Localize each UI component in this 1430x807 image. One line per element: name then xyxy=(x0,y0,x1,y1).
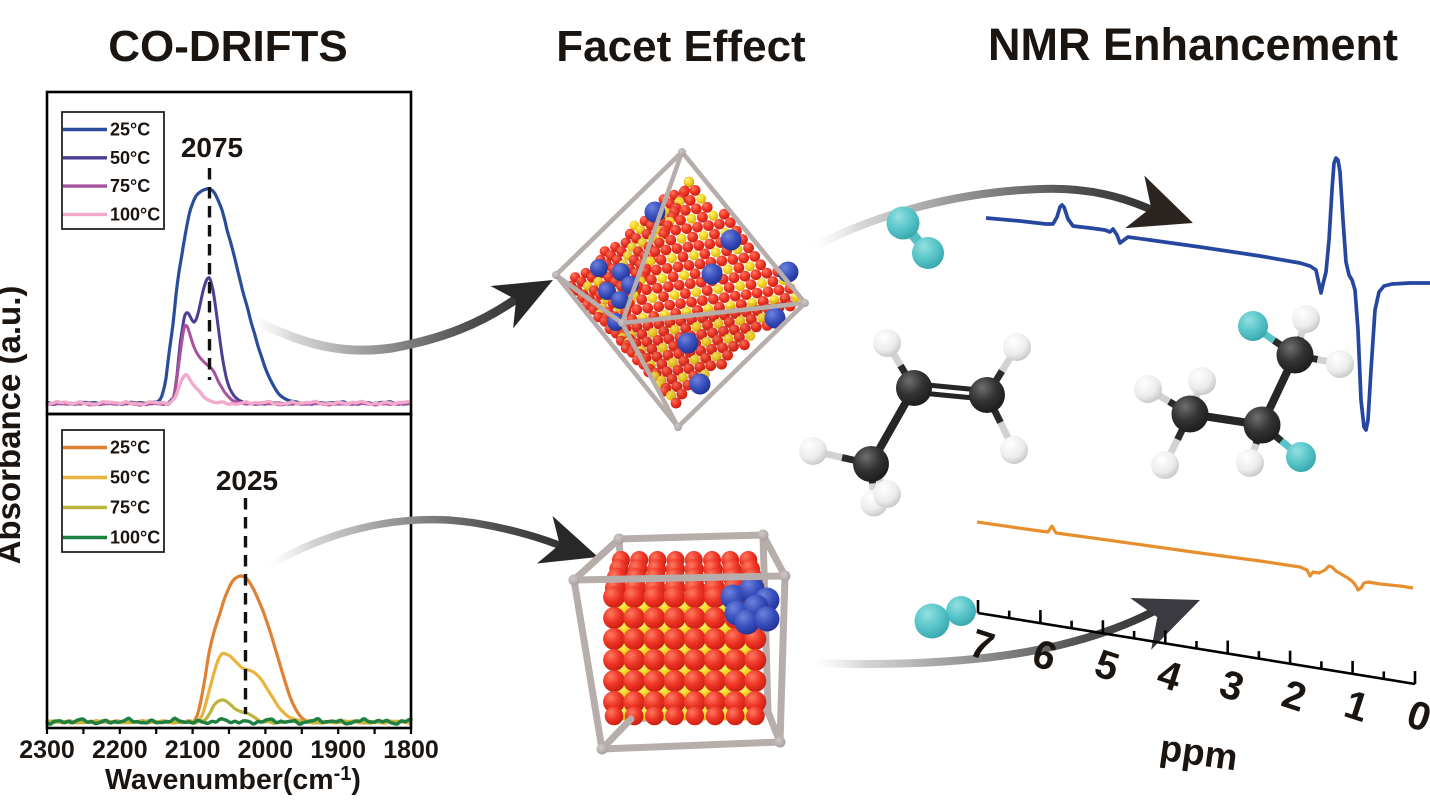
svg-text:Wavenumber(cm-1): Wavenumber(cm-1) xyxy=(105,763,361,796)
svg-text:2100: 2100 xyxy=(165,736,221,764)
svg-text:NMR Enhancement: NMR Enhancement xyxy=(988,19,1398,70)
svg-text:25°C: 25°C xyxy=(110,438,150,458)
svg-text:25°C: 25°C xyxy=(110,120,150,140)
svg-text:50°C: 50°C xyxy=(110,468,150,488)
svg-text:Facet Effect: Facet Effect xyxy=(556,22,806,71)
svg-text:2075: 2075 xyxy=(181,132,243,163)
svg-text:2025: 2025 xyxy=(216,465,278,496)
svg-text:2000: 2000 xyxy=(238,736,294,764)
svg-text:Absorbance (a.u.): Absorbance (a.u.) xyxy=(0,286,27,565)
svg-text:1900: 1900 xyxy=(310,736,366,764)
svg-text:CO-DRIFTS: CO-DRIFTS xyxy=(108,22,348,71)
svg-text:75°C: 75°C xyxy=(110,176,150,196)
svg-text:100°C: 100°C xyxy=(110,528,160,548)
svg-text:100°C: 100°C xyxy=(110,204,160,224)
svg-text:50°C: 50°C xyxy=(110,148,150,168)
svg-text:2300: 2300 xyxy=(19,736,75,764)
svg-text:2200: 2200 xyxy=(92,736,148,764)
svg-text:1800: 1800 xyxy=(383,736,439,764)
svg-text:75°C: 75°C xyxy=(110,498,150,518)
